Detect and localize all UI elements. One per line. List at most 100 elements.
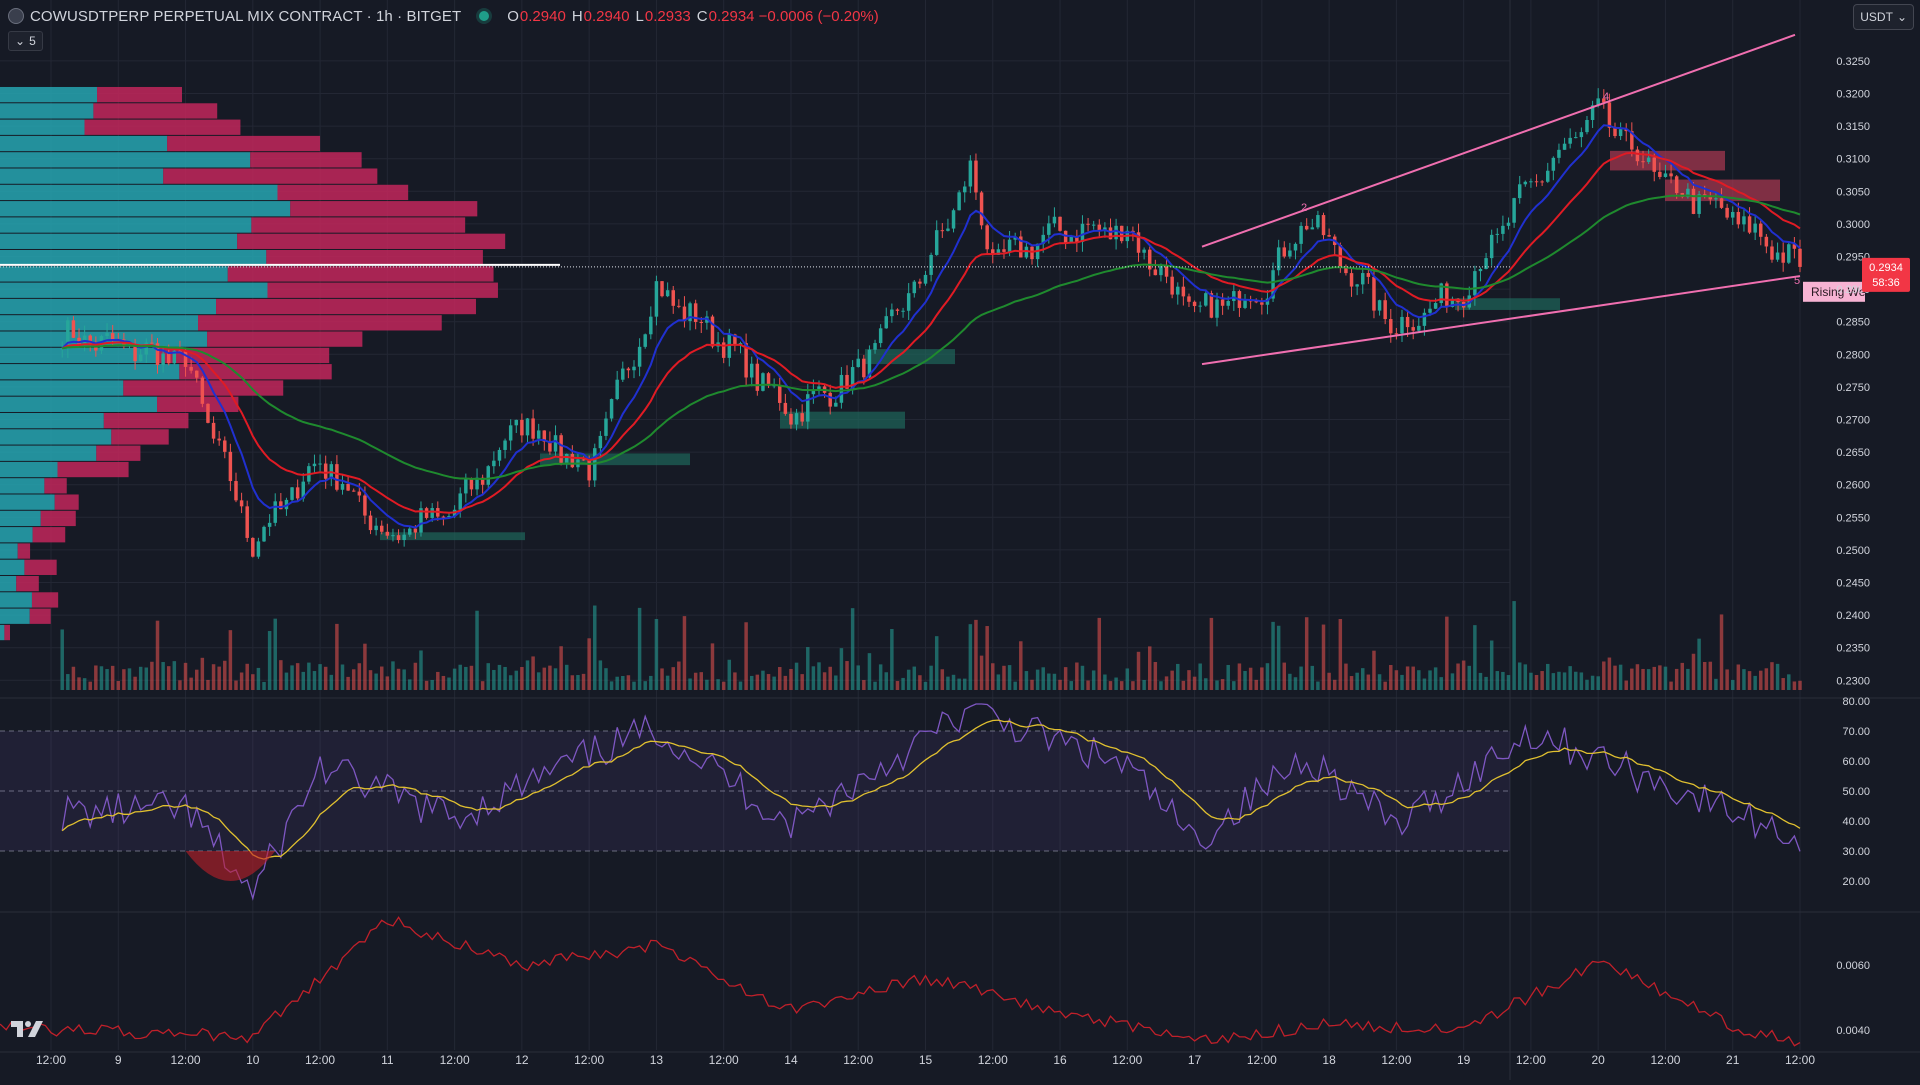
candle-body (800, 413, 804, 422)
symbol-title[interactable]: COWUSDTPERP PERPETUAL MIX CONTRACT · 1h … (30, 7, 462, 25)
rising-wedge[interactable]: 2 4 5 Rising We (0, 33, 1866, 366)
wedge-upper-line (1201, 33, 1796, 248)
volume-profile-down (96, 445, 141, 461)
volume-bar (273, 618, 277, 690)
candle-body (1439, 283, 1443, 304)
volume-bar (1052, 673, 1057, 690)
volume-bar (626, 675, 631, 690)
candle-body (615, 379, 619, 400)
volume-bar (329, 674, 334, 690)
volume-bar (806, 647, 810, 690)
price-axis[interactable]: 0.3250 0.3200 0.3150 0.3100 0.3050 0.3000 0.29… (1836, 56, 1910, 1037)
volume-profile-down (167, 135, 321, 152)
volume-bar (402, 669, 406, 690)
volume-bar (1540, 671, 1544, 690)
volume-bar (223, 660, 227, 690)
candle-body (60, 348, 64, 350)
candle-body (660, 281, 664, 297)
volume-bar (979, 655, 984, 690)
candle-body (951, 210, 956, 229)
rsi-line (61, 703, 1801, 901)
volume-bar (609, 681, 614, 690)
volume-bar (1473, 625, 1477, 690)
volume-profile-up (0, 119, 85, 135)
indicators-toggle-button[interactable]: ⌄ 5 (8, 31, 43, 51)
candle-body (918, 281, 922, 284)
candle-body (1389, 319, 1393, 334)
high-value: 0.2940 (583, 7, 630, 25)
volume-bar (234, 680, 238, 690)
candle-body (1787, 244, 1791, 263)
volume-bar (1663, 666, 1668, 690)
candle-body (1646, 157, 1651, 162)
open-value: 0.2940 (519, 7, 566, 25)
rsi-band (0, 731, 1510, 851)
volume-bar (295, 663, 300, 690)
price-tick-label: 0.2450 (1836, 578, 1870, 590)
volume-bar (923, 681, 928, 690)
volume-bar (710, 643, 715, 690)
candle-body (497, 449, 502, 461)
volume-bar (531, 656, 535, 690)
price-tick-label: 0.3100 (1836, 154, 1870, 166)
chevron-down-icon: ⌄ (1896, 10, 1907, 24)
currency-label: USDT (1860, 10, 1893, 24)
volume-bar (559, 646, 563, 690)
candle-body (946, 228, 950, 231)
volume-bar (351, 669, 356, 690)
time-tick-label: 12:00 (978, 1053, 1008, 1067)
volume-bar (1394, 670, 1399, 690)
volume-bar (1338, 619, 1343, 690)
volume-bar (155, 620, 160, 690)
volume-bar (1708, 661, 1713, 690)
volume-bar (284, 672, 289, 690)
volume-bar (878, 664, 883, 690)
currency-select[interactable]: USDT ⌄ (1853, 4, 1914, 30)
price-tick-label: 0.2950 (1836, 252, 1870, 264)
volume-bar (1192, 676, 1197, 690)
volume-bar (127, 668, 132, 690)
volume-bar (1243, 670, 1247, 690)
candle-body (1562, 143, 1567, 150)
rsi-tick-label: 30.00 (1842, 846, 1870, 858)
tradingview-logo-icon[interactable] (10, 1018, 44, 1040)
volume-bar (963, 678, 967, 690)
volume-profile-up (0, 249, 267, 266)
volume-bar (323, 666, 328, 690)
candle-body (245, 506, 249, 538)
volume-bar (968, 624, 973, 690)
volume-bar (1019, 641, 1023, 690)
candle-body (323, 463, 328, 479)
candle-body (295, 487, 300, 499)
wedge-point-label: 4 (1603, 91, 1609, 103)
volume-bar (447, 677, 451, 690)
candle-body (940, 230, 945, 232)
candle-body (643, 334, 647, 347)
market-status-icon[interactable] (479, 11, 490, 21)
volume-profile-down (103, 412, 189, 429)
volume-bar (598, 660, 603, 690)
volume-bar (486, 663, 490, 690)
volume-bar (441, 675, 446, 690)
volume-bar (262, 681, 266, 690)
volume-bar (1523, 664, 1528, 690)
volume-profile-down (57, 461, 129, 478)
candle-body (256, 541, 261, 557)
volume-bar (1680, 662, 1685, 690)
volume-bar (458, 664, 462, 690)
time-axis[interactable]: 12:00 9 12:00 10 12:00 11 12:00 12 12:00 13 12:00 1… (36, 1053, 1815, 1067)
volume-bar (391, 661, 395, 690)
candle-body (761, 373, 765, 391)
volume-bar (1007, 665, 1012, 690)
candle-body (749, 363, 754, 378)
volume-bar (867, 653, 872, 690)
candle-body (856, 358, 860, 368)
volume-bar (1282, 662, 1287, 690)
candle-body (621, 368, 625, 380)
volume-bar (1489, 640, 1494, 690)
time-tick-label: 12:00 (305, 1053, 335, 1067)
candle-body (419, 508, 423, 533)
volume-bar (1276, 625, 1281, 690)
